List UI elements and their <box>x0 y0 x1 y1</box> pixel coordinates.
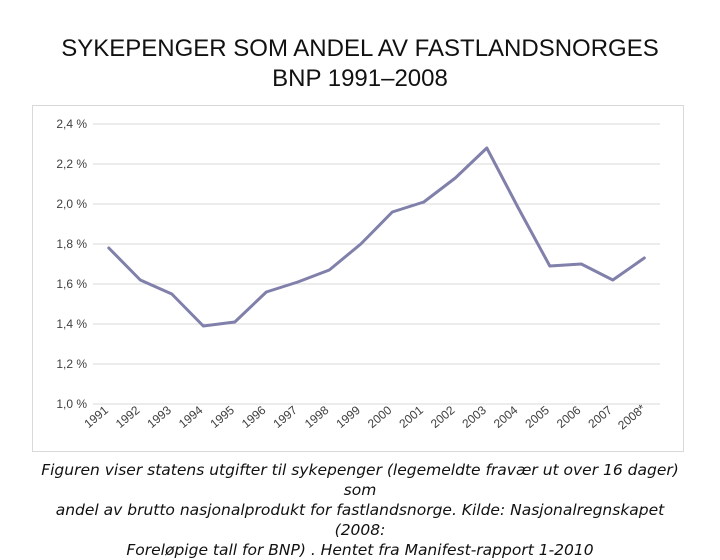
x-tick-label: 1992 <box>113 403 143 431</box>
y-tick-label: 2,0 % <box>56 197 87 211</box>
x-tick-label: 1998 <box>302 403 332 431</box>
caption-line-2: andel av brutto nasjonalprodukt for fast… <box>55 501 665 539</box>
y-tick-label: 2,2 % <box>56 157 87 171</box>
y-tick-label: 1,6 % <box>56 277 87 291</box>
caption-line-3: Foreløpige tall for BNP) . Hentet fra Ma… <box>126 541 594 559</box>
slide-title: SYKEPENGER SOM ANDEL AV FASTLANDSNORGES … <box>20 34 700 94</box>
x-tick-label: 2004 <box>491 403 521 431</box>
x-tick-label: 2003 <box>459 403 489 431</box>
x-tick-label: 1995 <box>207 403 237 431</box>
slide: SYKEPENGER SOM ANDEL AV FASTLANDSNORGES … <box>20 34 700 559</box>
figure-caption: Figuren viser statens utgifter til sykep… <box>30 460 690 560</box>
x-tick-label: 1997 <box>270 403 300 431</box>
title-line-2: BNP 1991–2008 <box>272 65 448 92</box>
x-tick-label: 2002 <box>428 403 458 431</box>
y-tick-label: 1,2 % <box>56 357 87 371</box>
y-tick-label: 1,8 % <box>56 237 87 251</box>
series-line <box>107 146 646 328</box>
x-tick-label: 2006 <box>554 403 584 431</box>
x-tick-label: 2000 <box>365 403 395 431</box>
caption-line-1: Figuren viser statens utgifter til sykep… <box>41 461 679 499</box>
x-tick-label: 2001 <box>396 403 426 431</box>
y-tick-label: 2,4 % <box>56 117 87 131</box>
x-tick-label: 2008* <box>615 401 648 432</box>
x-tick-label: 2007 <box>585 403 615 431</box>
x-tick-label: 1999 <box>333 403 363 431</box>
x-tick-label: 1993 <box>144 403 174 431</box>
line-chart: 1,0 % 1,2 % 1,4 % 1,6 % 1,8 % 2,0 % 2,2 % 2,4 %… <box>56 117 660 432</box>
x-tick-label: 1996 <box>239 403 269 431</box>
x-tick-label: 1994 <box>176 403 206 431</box>
title-line-1: SYKEPENGER SOM ANDEL AV FASTLANDSNORGES <box>61 35 659 62</box>
x-tick-label: 2005 <box>522 403 552 431</box>
chart-frame: 1,0 % 1,2 % 1,4 % 1,6 % 1,8 % 2,0 % 2,2 % 2,4 %… <box>32 105 684 452</box>
y-tick-label: 1,0 % <box>56 397 87 411</box>
y-tick-label: 1,4 % <box>56 317 87 331</box>
